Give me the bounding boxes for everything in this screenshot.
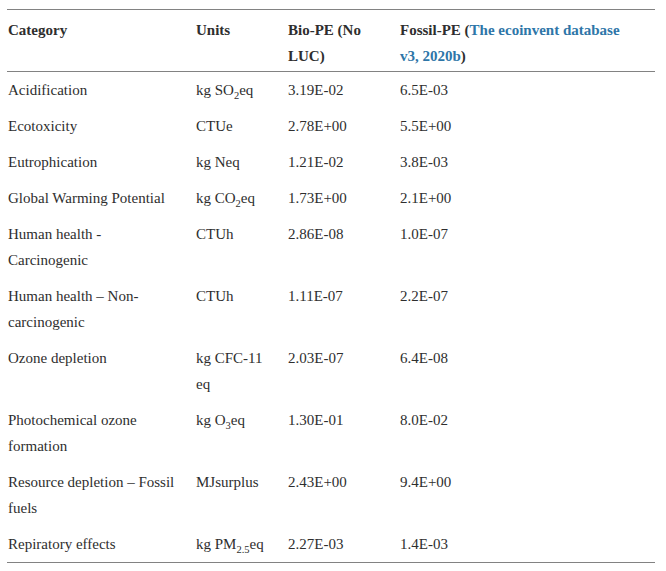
category-cell: Global Warming Potential xyxy=(7,180,195,216)
unit-text: CTUh xyxy=(196,288,234,304)
impact-comparison-table: Category Units Bio-PE (No LUC) Fossil-PE… xyxy=(7,9,655,563)
category-cell: Photochemical ozone formation xyxy=(7,402,195,464)
category-cell: Acidification xyxy=(7,72,195,109)
table-body: Acidificationkg SO2eq3.19E-026.5E-03Ecot… xyxy=(7,72,655,563)
bio-pe-value-cell: 2.78E+00 xyxy=(287,108,399,144)
bio-pe-value-cell: 1.21E-02 xyxy=(287,144,399,180)
units-cell: CTUe xyxy=(195,108,287,144)
unit-text: MJsurplus xyxy=(196,474,259,490)
fossil-header-prefix: Fossil-PE ( xyxy=(400,22,470,38)
bio-pe-value-cell: 2.27E-03 xyxy=(287,526,399,563)
table-row: Acidificationkg SO2eq3.19E-026.5E-03 xyxy=(7,72,655,109)
table-row: Eutrophicationkg Neq 1.21E-023.8E-03 xyxy=(7,144,655,180)
page: Category Units Bio-PE (No LUC) Fossil-PE… xyxy=(0,0,666,571)
table-row: EcotoxicityCTUe 2.78E+005.5E+00 xyxy=(7,108,655,144)
bio-pe-value-cell: 3.19E-02 xyxy=(287,72,399,109)
unit-text: kg SO xyxy=(196,82,234,98)
category-cell: Ozone depletion xyxy=(7,340,195,402)
unit-text: CTUh xyxy=(196,226,234,242)
category-cell: Human health - Carcinogenic xyxy=(7,216,195,278)
category-cell: Human health – Non-carcinogenic xyxy=(7,278,195,340)
bio-pe-value-cell: 2.86E-08 xyxy=(287,216,399,278)
header-units: Units xyxy=(195,10,287,72)
table-row: Human health – Non-carcinogenicCTUh 1.11E… xyxy=(7,278,655,340)
bio-pe-value-cell: 1.30E-01 xyxy=(287,402,399,464)
unit-text: kg PM xyxy=(196,536,236,552)
header-row: Category Units Bio-PE (No LUC) Fossil-PE… xyxy=(7,10,655,72)
units-cell: kg CO2eq xyxy=(195,180,287,216)
category-cell: Ecotoxicity xyxy=(7,108,195,144)
category-cell: Repiratory effects xyxy=(7,526,195,563)
units-cell: kg Neq xyxy=(195,144,287,180)
fossil-pe-value-cell: 1.0E-07 xyxy=(399,216,655,278)
table-row: Global Warming Potentialkg CO2eq1.73E+00… xyxy=(7,180,655,216)
unit-text: kg CO xyxy=(196,190,236,206)
bio-pe-value-cell: 1.11E-07 xyxy=(287,278,399,340)
fossil-pe-value-cell: 1.4E-03 xyxy=(399,526,655,563)
table-row: Repiratory effectskg PM2.5eq2.27E-031.4E… xyxy=(7,526,655,563)
fossil-header-suffix: ) xyxy=(461,48,466,64)
units-cell: kg PM2.5eq xyxy=(195,526,287,563)
fossil-pe-value-cell: 6.4E-08 xyxy=(399,340,655,402)
unit-text: kg O xyxy=(196,412,226,428)
units-cell: MJsurplus xyxy=(195,464,287,526)
bio-pe-value-cell: 2.03E-07 xyxy=(287,340,399,402)
fossil-pe-value-cell: 8.0E-02 xyxy=(399,402,655,464)
header-fossil-pe: Fossil-PE (The ecoinvent database v3, 20… xyxy=(399,10,655,72)
unit-text: kg CFC-11 eq xyxy=(196,350,263,392)
table-row: Resource depletion – Fossil fuelsMJsurpl… xyxy=(7,464,655,526)
bio-pe-value-cell: 1.73E+00 xyxy=(287,180,399,216)
unit-text: eq xyxy=(231,412,245,428)
bio-pe-value-cell: 2.43E+00 xyxy=(287,464,399,526)
table-row: Ozone depletionkg CFC-11 eq 2.03E-076.4E-… xyxy=(7,340,655,402)
unit-text: eq xyxy=(250,536,264,552)
fossil-pe-value-cell: 2.2E-07 xyxy=(399,278,655,340)
category-cell: Resource depletion – Fossil fuels xyxy=(7,464,195,526)
table-header: Category Units Bio-PE (No LUC) Fossil-PE… xyxy=(7,10,655,72)
header-bio-pe: Bio-PE (No LUC) xyxy=(287,10,399,72)
unit-text: eq xyxy=(241,190,255,206)
header-category: Category xyxy=(7,10,195,72)
category-cell: Eutrophication xyxy=(7,144,195,180)
unit-text: eq xyxy=(239,82,253,98)
units-cell: CTUh xyxy=(195,216,287,278)
fossil-pe-value-cell: 9.4E+00 xyxy=(399,464,655,526)
fossil-pe-value-cell: 2.1E+00 xyxy=(399,180,655,216)
units-cell: CTUh xyxy=(195,278,287,340)
unit-subscript: 2.5 xyxy=(236,544,249,555)
units-cell: kg CFC-11 eq xyxy=(195,340,287,402)
unit-text: kg Neq xyxy=(196,154,240,170)
table-row: Human health - CarcinogenicCTUh 2.86E-081… xyxy=(7,216,655,278)
units-cell: kg O3eq xyxy=(195,402,287,464)
fossil-pe-value-cell: 3.8E-03 xyxy=(399,144,655,180)
table-row: Photochemical ozone formationkg O3eq1.30… xyxy=(7,402,655,464)
fossil-pe-value-cell: 5.5E+00 xyxy=(399,108,655,144)
units-cell: kg SO2eq xyxy=(195,72,287,109)
fossil-pe-value-cell: 6.5E-03 xyxy=(399,72,655,109)
unit-text: CTUe xyxy=(196,118,233,134)
